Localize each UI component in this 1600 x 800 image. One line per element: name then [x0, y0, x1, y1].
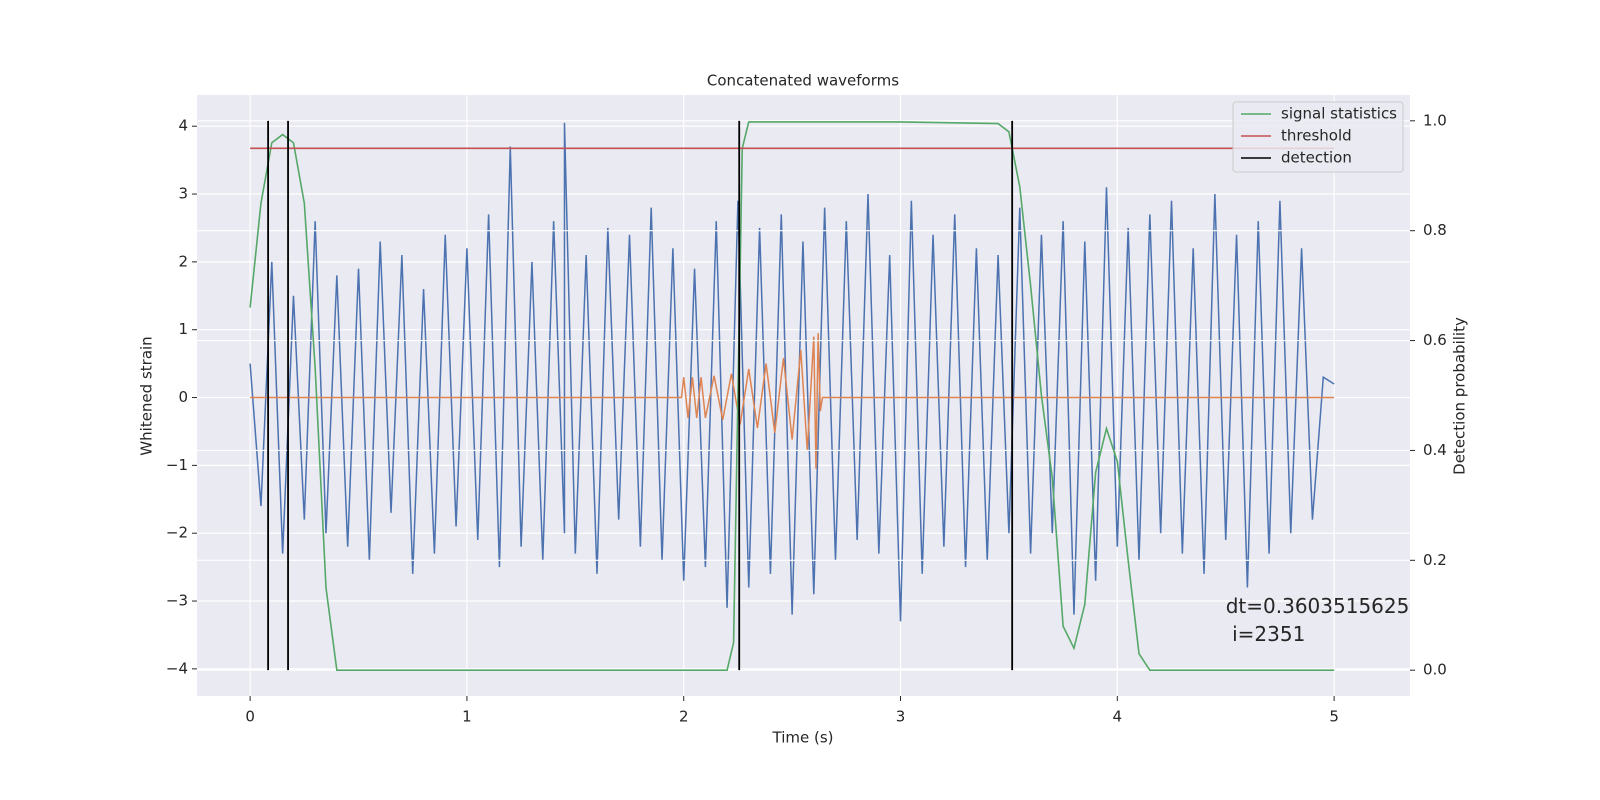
- y2-tick-label: 0.4: [1423, 441, 1447, 459]
- legend-label: signal statistics: [1281, 105, 1397, 123]
- y2-tick-label: 0.2: [1423, 551, 1447, 569]
- y-tick-label: −3: [166, 592, 188, 610]
- x-tick-label: 4: [1113, 708, 1123, 726]
- y-tick-label: −1: [166, 456, 188, 474]
- y2-axis-label: Detection probability: [1451, 317, 1469, 475]
- y2-tick-label: 0.0: [1423, 661, 1447, 679]
- legend-label: detection: [1281, 149, 1352, 167]
- y2-tick-label: 0.6: [1423, 331, 1447, 349]
- annotation: i=2351: [1226, 622, 1306, 646]
- x-tick-label: 1: [462, 708, 472, 726]
- strain-line: [250, 333, 1335, 469]
- strain-line: [249, 122, 1335, 622]
- x-tick-label: 0: [245, 708, 255, 726]
- legend-label: threshold: [1281, 127, 1352, 145]
- y-axis-label: Whitened strain: [138, 336, 156, 455]
- y-tick-label: 2: [178, 252, 188, 270]
- y2-tick-label: 0.8: [1423, 221, 1447, 239]
- y-tick-label: −4: [166, 659, 188, 677]
- x-tick-label: 5: [1329, 708, 1339, 726]
- y-tick-label: 3: [178, 185, 188, 203]
- x-tick-label: 3: [896, 708, 906, 726]
- x-axis-label: Time (s): [772, 729, 834, 747]
- y-tick-label: 1: [178, 320, 188, 338]
- x-tick-label: 2: [679, 708, 689, 726]
- annotation: dt=0.3603515625: [1226, 594, 1410, 618]
- y-tick-label: 0: [178, 388, 188, 406]
- series-line: [249, 121, 1335, 671]
- y2-tick-label: 1.0: [1423, 111, 1447, 129]
- chart-title: Concatenated waveforms: [707, 72, 899, 90]
- legend-box: [1232, 101, 1404, 173]
- y-tick-label: −2: [166, 524, 188, 542]
- y-tick-label: 4: [178, 117, 188, 135]
